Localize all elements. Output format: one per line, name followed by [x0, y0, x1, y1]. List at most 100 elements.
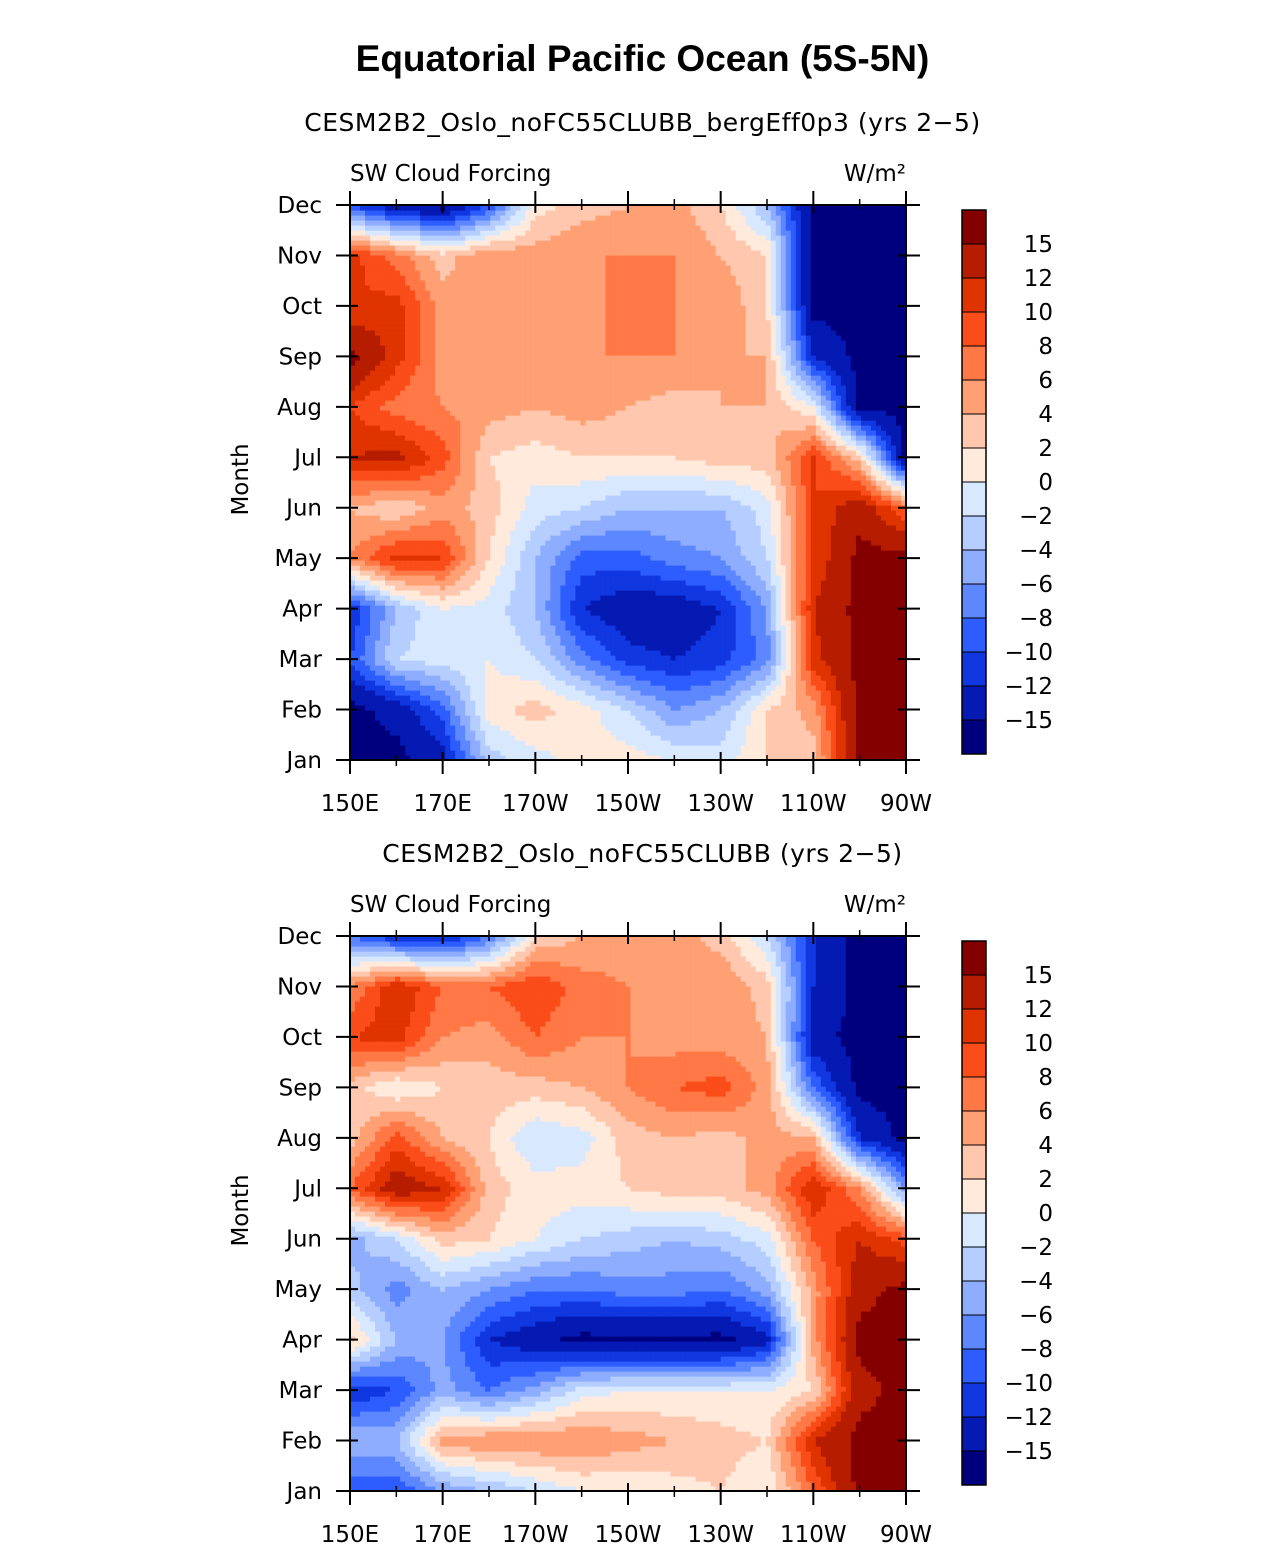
contour-cell: [900, 700, 907, 706]
contour-cell: [440, 705, 446, 711]
contour-cell: [610, 655, 617, 661]
contour-cell: [850, 630, 857, 636]
contour-cell: [425, 580, 431, 586]
contour-cell: [860, 625, 867, 631]
contour-cell: [350, 700, 356, 706]
contour-cell: [790, 715, 797, 721]
contour-cell: [425, 570, 431, 576]
contour-cell: [870, 595, 877, 601]
contour-cell: [855, 675, 862, 681]
contour-cell: [410, 595, 416, 601]
contour-cell: [520, 610, 526, 616]
contour-cell: [800, 660, 807, 666]
contour-cell: [380, 565, 386, 571]
contour-cell: [875, 675, 882, 681]
contour-cell: [890, 540, 897, 546]
contour-cell: [640, 540, 647, 546]
contour-cell: [845, 545, 852, 551]
contour-cell: [610, 645, 617, 651]
contour-cell: [375, 720, 381, 726]
contour-cell: [545, 620, 551, 626]
contour-cell: [715, 585, 722, 591]
contour-cell: [885, 565, 892, 571]
contour-cell: [670, 675, 677, 681]
contour-cell: [885, 600, 892, 606]
contour-cell: [690, 645, 697, 651]
contour-cell: [760, 735, 767, 741]
contour-cell: [605, 660, 612, 666]
contour-cell: [350, 580, 356, 586]
contour-cell: [715, 725, 722, 731]
contour-cell: [705, 575, 712, 581]
contour-cell: [865, 620, 872, 626]
contour-cell: [860, 665, 867, 671]
contour-cell: [625, 650, 632, 656]
contour-cell: [590, 580, 597, 586]
contour-cell: [785, 590, 792, 596]
contour-cell: [385, 545, 391, 551]
contour-cell: [715, 595, 722, 601]
contour-cell: [680, 635, 687, 641]
contour-cell: [510, 585, 516, 591]
contour-cell: [885, 585, 892, 591]
contour-cell: [535, 540, 541, 546]
contour-cell: [685, 580, 692, 586]
contour-cell: [525, 750, 531, 756]
contour-cell: [510, 750, 516, 756]
contour-cell: [855, 625, 862, 631]
contour-cell: [760, 545, 767, 551]
contour-cell: [755, 545, 762, 551]
contour-cell: [435, 585, 441, 591]
contour-cell: [865, 740, 872, 746]
contour-cell: [530, 580, 536, 586]
contour-cell: [875, 605, 882, 611]
contour-cell: [705, 605, 712, 611]
contour-cell: [795, 705, 802, 711]
contour-cell: [590, 545, 597, 551]
contour-cell: [795, 735, 802, 741]
contour-cell: [830, 725, 837, 731]
contour-cell: [665, 710, 672, 716]
contour-cell: [500, 590, 506, 596]
contour-cell: [745, 635, 752, 641]
contour-cell: [360, 710, 366, 716]
contour-cell: [700, 700, 707, 706]
contour-cell: [835, 755, 842, 761]
contour-cell: [610, 755, 617, 761]
contour-cell: [625, 695, 632, 701]
contour-cell: [445, 695, 451, 701]
contour-cell: [420, 610, 426, 616]
contour-cell: [390, 705, 396, 711]
contour-cell: [455, 710, 461, 716]
contour-cell: [835, 735, 842, 741]
contour-cell: [790, 695, 797, 701]
contour-cell: [380, 545, 386, 551]
contour-cell: [640, 705, 647, 711]
contour-cell: [395, 660, 401, 666]
contour-cell: [855, 635, 862, 641]
contour-cell: [690, 555, 697, 561]
contour-cell: [675, 660, 682, 666]
contour-cell: [820, 540, 827, 546]
contour-cell: [885, 630, 892, 636]
contour-cell: [845, 705, 852, 711]
contour-cell: [380, 745, 386, 751]
contour-cell: [465, 695, 471, 701]
contour-cell: [425, 565, 431, 571]
contour-cell: [640, 640, 647, 646]
contour-cell: [700, 665, 707, 671]
contour-cell: [590, 740, 597, 746]
contour-cell: [710, 540, 717, 546]
contour-cell: [645, 750, 652, 756]
contour-cell: [765, 750, 772, 756]
contour-cell: [525, 660, 531, 666]
contour-cell: [470, 725, 476, 731]
contour-cell: [705, 735, 712, 741]
contour-cell: [415, 535, 421, 541]
contour-cell: [370, 595, 376, 601]
contour-cell: [360, 565, 366, 571]
contour-cell: [475, 590, 481, 596]
contour-cell: [565, 685, 571, 691]
contour-cell: [440, 565, 446, 571]
contour-cell: [500, 605, 506, 611]
